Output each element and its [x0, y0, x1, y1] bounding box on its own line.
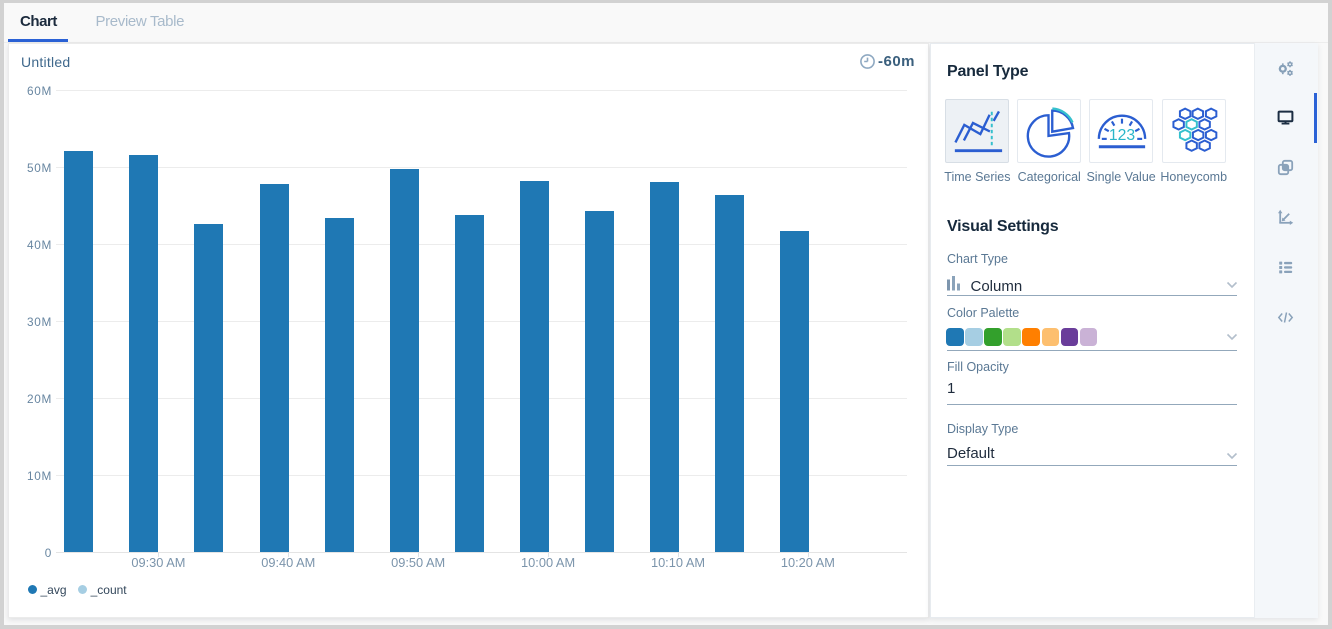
svg-text:123: 123 — [1109, 127, 1136, 144]
